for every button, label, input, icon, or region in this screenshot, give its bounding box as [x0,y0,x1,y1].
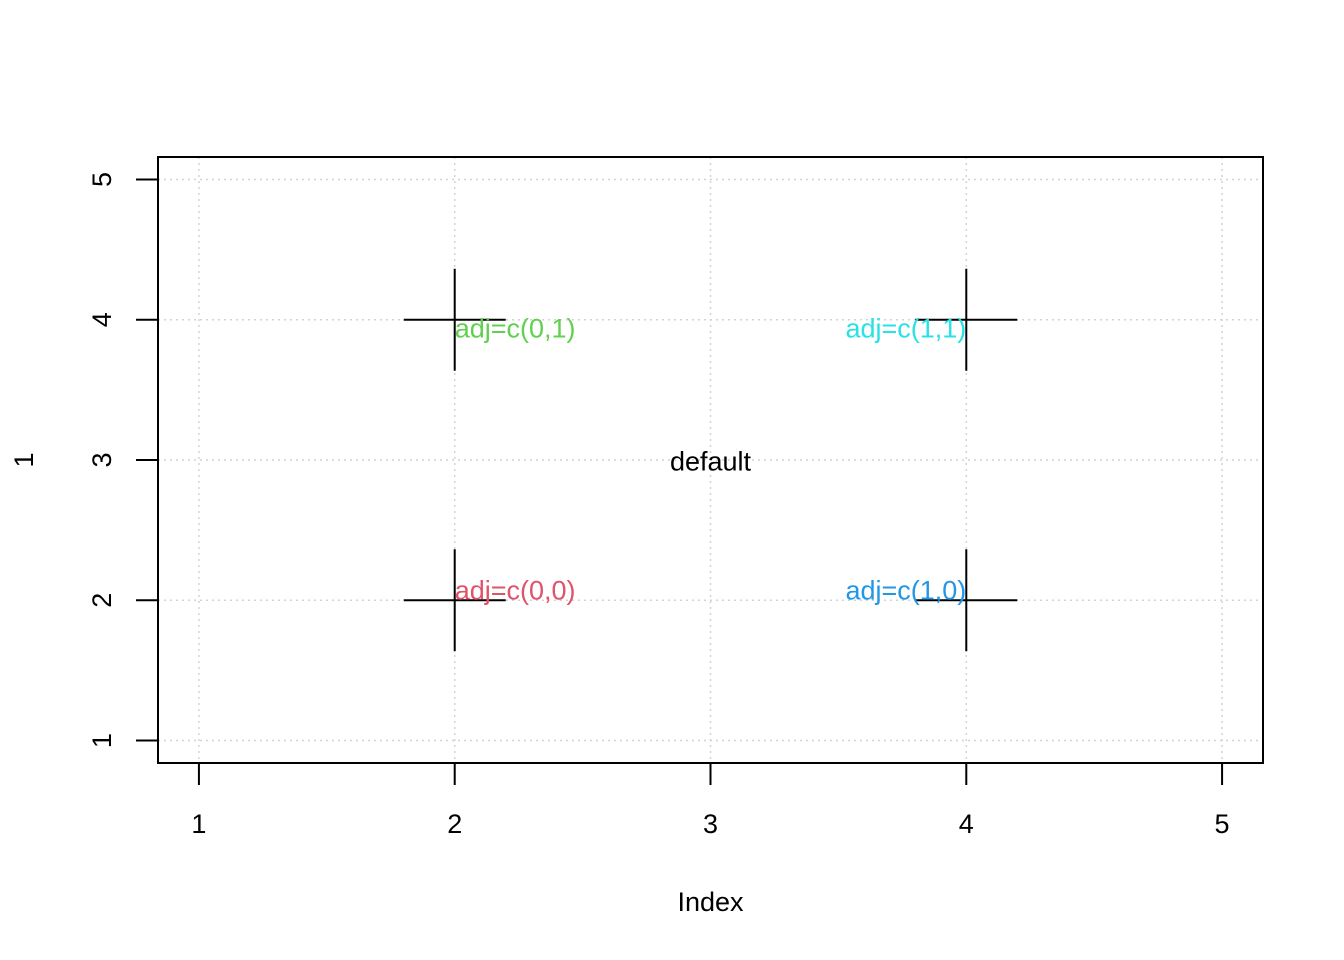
annotation-label: default [670,447,752,477]
plus-marker [403,268,506,371]
y-axis: 1 2 3 4 5 [87,172,159,748]
y-axis-title: 1 [9,452,39,467]
annotation-label: adj=c(0,0) [455,575,576,605]
x-tick-label: 3 [703,809,718,839]
text-annotations: default adj=c(0,0) adj=c(0,1) adj=c(1,0) adj… [455,314,967,606]
x-tick-label: 4 [959,809,974,839]
y-tick-label: 1 [87,733,117,748]
y-tick-label: 3 [87,452,117,467]
point-markers [403,268,1018,652]
y-tick-label: 2 [87,593,117,608]
plus-marker [403,549,506,652]
x-tick-label: 5 [1215,809,1230,839]
annotation-label: adj=c(1,1) [845,314,966,344]
annotation-label: adj=c(0,1) [455,314,576,344]
annotation-label: adj=c(1,0) [845,575,966,605]
x-tick-label: 1 [191,809,206,839]
y-tick-label: 5 [87,172,117,187]
y-tick-label: 4 [87,312,117,327]
plus-marker [915,549,1018,652]
plus-marker [915,268,1018,371]
x-tick-label: 2 [447,809,462,839]
x-axis: 1 2 3 4 5 [191,762,1230,839]
grid-lines [158,157,1263,763]
x-axis-title: Index [677,887,744,917]
